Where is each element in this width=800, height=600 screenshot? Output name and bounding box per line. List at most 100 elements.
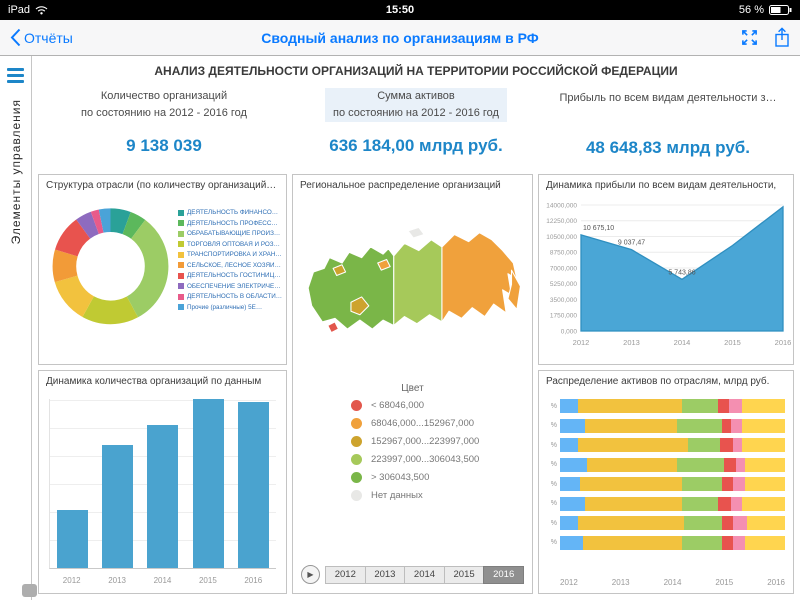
stacked-segment [731,418,743,433]
back-chevron-icon [10,28,21,47]
panel-title: Региональное распределение организаций [300,180,501,191]
map-region[interactable] [507,269,521,310]
panel-industry-structure: Структура отрасли (по количеству организ… [38,174,287,365]
donut-segment [52,208,169,325]
stacked-bar-row: % [547,418,785,433]
stacked-segment [722,477,734,491]
back-button[interactable]: Отчёты [10,28,73,47]
bar [237,402,269,568]
axis-tick-label: 2012 [560,578,578,587]
x-axis-label: 2016 [775,338,792,347]
legend-item: ОБРАБАТЫВАЮЩИЕ ПРОИЗВ… [178,230,282,237]
stacked-segment [560,418,585,433]
data-point-label: 9 037,47 [618,240,645,247]
legend-item: Прочие (различные) 5Е… [178,304,282,311]
x-axis-label: 2014 [674,338,691,347]
year-button-2012[interactable]: 2012 [325,565,366,584]
play-button[interactable]: ▶ [301,565,320,584]
legend-swatch [351,400,362,411]
y-axis-label: % [550,539,557,546]
map-region[interactable] [407,226,425,239]
kpi-assets-sum: Сумма активов по состоянию на 2012 - 201… [290,82,542,174]
map-region[interactable] [332,264,347,277]
legend-item: ДЕЯТЕЛЬНОСТЬ ФИНАНСОВА… [178,209,282,216]
stacked-segment [733,516,747,530]
y-axis-label: 0,000 [561,328,578,335]
year-button-2013[interactable]: 2013 [364,565,406,584]
industry-donut-chart [52,208,169,325]
legend-swatch [178,272,184,279]
bar [102,444,134,568]
stacked-segment [688,438,720,452]
stacked-bar-row: % [547,457,785,472]
fullscreen-icon[interactable] [741,29,758,46]
stacked-segment [722,516,734,530]
stacked-segment [733,438,743,452]
legend-item: ОБЕСПЕЧЕНИЕ ЭЛЕКТРИЧЕС… [178,283,282,290]
y-axis-label: 12250,000 [546,218,577,225]
x-axis-label: 2013 [623,338,640,347]
axis-tick-label: 2015 [715,578,734,587]
map-legend-title: Цвет [401,383,424,394]
stacked-segment [724,457,736,472]
legend-swatch [351,436,362,447]
map-legend-item: > 306043,500 [351,472,532,483]
stacked-bar-row: % [547,477,785,491]
panel-profit-dynamics: Динамика прибыли по всем видам деятельно… [538,174,794,365]
legend-swatch [351,490,362,501]
axis-tick-label: 2015 [198,576,217,585]
stacked-segment [560,399,578,413]
map-region[interactable] [393,239,443,326]
russia-map[interactable] [293,193,532,381]
map-region[interactable] [350,296,370,316]
data-point-label: 5 743,86 [668,269,695,276]
panel-title: Структура отрасли (по количеству организ… [46,180,285,191]
year-button-2014[interactable]: 2014 [404,565,445,584]
legend-label: ДЕЯТЕЛЬНОСТЬ ФИНАНСОВА… [187,209,282,216]
back-label: Отчёты [24,29,73,46]
legend-label: ОБРАБАТЫВАЮЩИЕ ПРОИЗВ… [187,230,282,237]
map-legend-item: 152967,000...223997,000 [351,436,532,447]
legend-label: < 68046,000 [371,400,425,411]
legend-swatch [178,293,184,300]
year-button-2016[interactable]: 2016 [483,565,524,584]
map-legend: < 68046,000 68046,000...152967,000 152967,… [293,400,532,508]
kpi-row: Количество организаций по состоянию на 2… [38,82,794,174]
legend-label: > 306043,500 [371,472,430,483]
legend-label: ТРАНСПОРТИРОВКА И ХРАН… [187,251,282,258]
y-axis-label: % [550,402,557,410]
stacked-segment [742,496,785,511]
kpi-label-line: Количество организаций [100,90,228,102]
stacked-segment [681,535,722,550]
device-label: iPad [8,4,31,16]
stacked-segment [584,496,682,511]
battery-icon [769,5,792,15]
stacked-segment [677,457,725,472]
axis-tick-label: 2016 [767,578,785,587]
legend-item: ТРАНСПОРТИРОВКА И ХРАН… [178,251,282,258]
stacked-segment [677,418,722,433]
year-button-2015[interactable]: 2015 [443,565,485,584]
stacked-segment [578,399,682,413]
battery-percent: 56 % [738,4,764,16]
map-region[interactable] [307,246,395,330]
y-axis-label: 7000,000 [550,265,577,272]
stacked-segment [719,438,734,452]
menu-icon[interactable] [5,66,26,85]
scroll-handle[interactable] [22,584,37,597]
legend-swatch [351,418,362,429]
y-axis-label: 14000,000 [546,202,577,209]
bar [147,425,179,568]
bar-chart-x-axis: 2012 2013 2014 2015 2016 [49,576,276,585]
legend-label: ДЕЯТЕЛЬНОСТЬ ГОСТИНИЦ… [187,272,281,279]
share-icon[interactable] [774,27,790,48]
map-region[interactable] [441,232,518,323]
stacked-segment [582,535,682,550]
stacked-bar-row: % [547,399,785,413]
y-axis-label: 5250,000 [550,281,577,288]
stacked-segment [717,399,729,413]
kpi-value: 636 184,00 млрд руб. [329,136,503,155]
map-region[interactable] [327,321,339,334]
map-region[interactable] [377,258,391,271]
